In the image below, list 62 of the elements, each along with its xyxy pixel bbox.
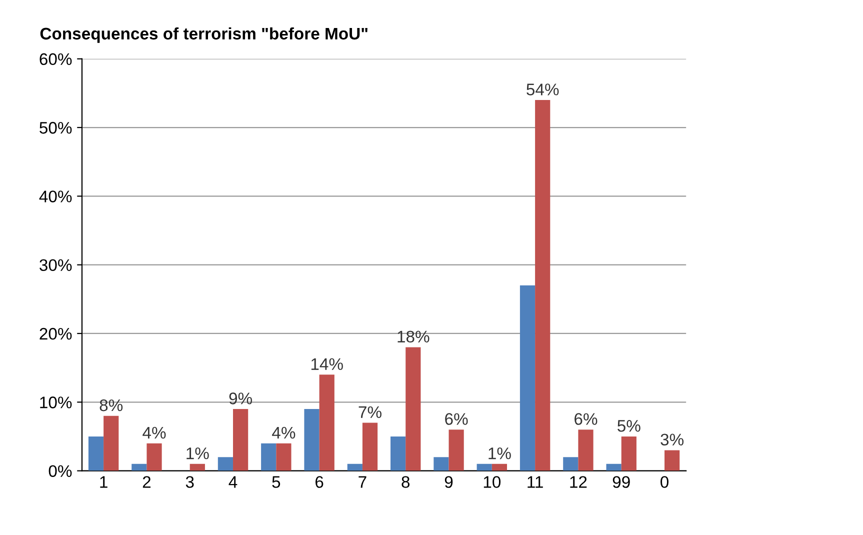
y-tick-label: 30% <box>40 259 72 272</box>
bar <box>664 450 680 471</box>
y-tick-label: 10% <box>40 396 72 408</box>
bar <box>132 464 147 471</box>
data-label: 1% <box>186 448 209 460</box>
bar <box>347 464 362 471</box>
x-tick-label: 99 <box>612 476 630 488</box>
bar <box>390 436 406 471</box>
y-tick-label: 0% <box>48 465 72 478</box>
x-tick-label: 5 <box>272 476 280 488</box>
y-tick-label: 20% <box>40 328 72 340</box>
bar <box>319 374 334 471</box>
y-tick-label: 40% <box>39 190 72 202</box>
bar <box>218 457 234 471</box>
x-tick-label: 0 <box>660 476 668 488</box>
x-tick-label: 7 <box>358 476 366 488</box>
x-tick-label: 4 <box>228 476 238 488</box>
data-label: 3% <box>660 434 684 446</box>
x-tick-label: 11 <box>528 476 543 488</box>
bar <box>146 443 162 471</box>
bar <box>476 464 492 471</box>
bar <box>406 347 421 471</box>
bar <box>535 100 550 471</box>
data-label: 1% <box>488 448 511 460</box>
data-label: 7% <box>358 406 382 418</box>
bar <box>448 430 464 471</box>
x-tick-label: 10 <box>484 476 501 488</box>
bar <box>492 464 508 471</box>
x-tick-label: 2 <box>142 476 151 488</box>
bar <box>434 457 449 471</box>
x-tick-label: 1 <box>100 476 108 488</box>
data-label: 6% <box>574 413 598 425</box>
y-tick-label: 50% <box>40 122 72 134</box>
data-label: 14% <box>311 358 343 370</box>
data-label: 4% <box>272 426 296 439</box>
bar <box>362 422 378 471</box>
bar <box>233 409 248 471</box>
bar <box>621 436 636 471</box>
data-label: 4% <box>142 426 166 439</box>
data-label: 9% <box>229 392 252 404</box>
bar <box>88 436 104 471</box>
data-label: 8% <box>100 399 123 412</box>
y-tick-label: 60% <box>40 53 72 66</box>
x-tick-label: 12 <box>570 476 587 488</box>
data-label: 5% <box>618 420 640 432</box>
bar <box>261 443 276 471</box>
data-label: 54% <box>526 84 559 96</box>
bar <box>276 443 292 471</box>
bar <box>563 457 578 471</box>
x-tick-label: 3 <box>186 476 194 488</box>
data-label: 6% <box>445 413 468 425</box>
x-tick-label: 8 <box>402 476 410 488</box>
bar <box>578 430 594 471</box>
data-label: 18% <box>398 330 430 343</box>
bar <box>606 464 622 471</box>
x-tick-label: 9 <box>444 476 453 488</box>
chart-title: Consequences of terrorism "before MoU" <box>40 27 368 43</box>
bar <box>304 409 320 471</box>
bar <box>190 464 205 471</box>
x-tick-label: 6 <box>316 476 324 488</box>
bar <box>520 285 536 471</box>
bar <box>104 416 119 471</box>
